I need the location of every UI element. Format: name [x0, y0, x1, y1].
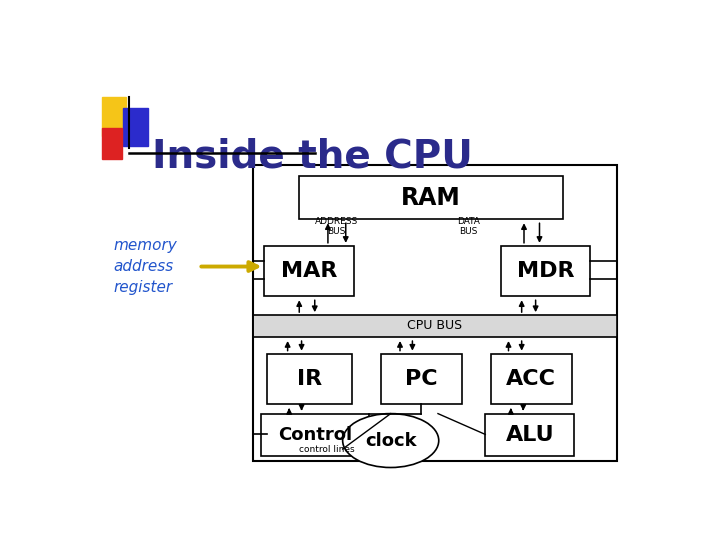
- Text: CPU BUS: CPU BUS: [408, 319, 462, 332]
- Text: MAR: MAR: [281, 261, 337, 281]
- Bar: [500, 246, 590, 296]
- Bar: [261, 414, 369, 456]
- Text: ADDRESS
BUS: ADDRESS BUS: [315, 217, 358, 236]
- Bar: [123, 108, 148, 146]
- Bar: [264, 246, 354, 296]
- Text: ACC: ACC: [506, 369, 557, 389]
- Text: MDR: MDR: [516, 261, 574, 281]
- Text: DATA
BUS: DATA BUS: [456, 217, 480, 236]
- Bar: [253, 165, 617, 461]
- Text: clock: clock: [365, 431, 416, 450]
- Bar: [490, 354, 572, 403]
- Text: PC: PC: [405, 369, 438, 389]
- Text: RAM: RAM: [401, 186, 461, 210]
- Text: Control: Control: [278, 426, 352, 444]
- Text: IR: IR: [297, 369, 322, 389]
- Ellipse shape: [343, 414, 438, 468]
- Text: memory
address
register: memory address register: [113, 238, 177, 295]
- Bar: [381, 354, 462, 403]
- Bar: [266, 354, 352, 403]
- Bar: [102, 97, 127, 136]
- Bar: [253, 315, 617, 336]
- Text: Inside the CPU: Inside the CPU: [152, 138, 473, 176]
- Bar: [485, 414, 575, 456]
- Text: ALU: ALU: [505, 425, 554, 445]
- Text: control lines: control lines: [299, 444, 354, 454]
- Bar: [102, 128, 122, 159]
- Bar: [300, 177, 563, 219]
